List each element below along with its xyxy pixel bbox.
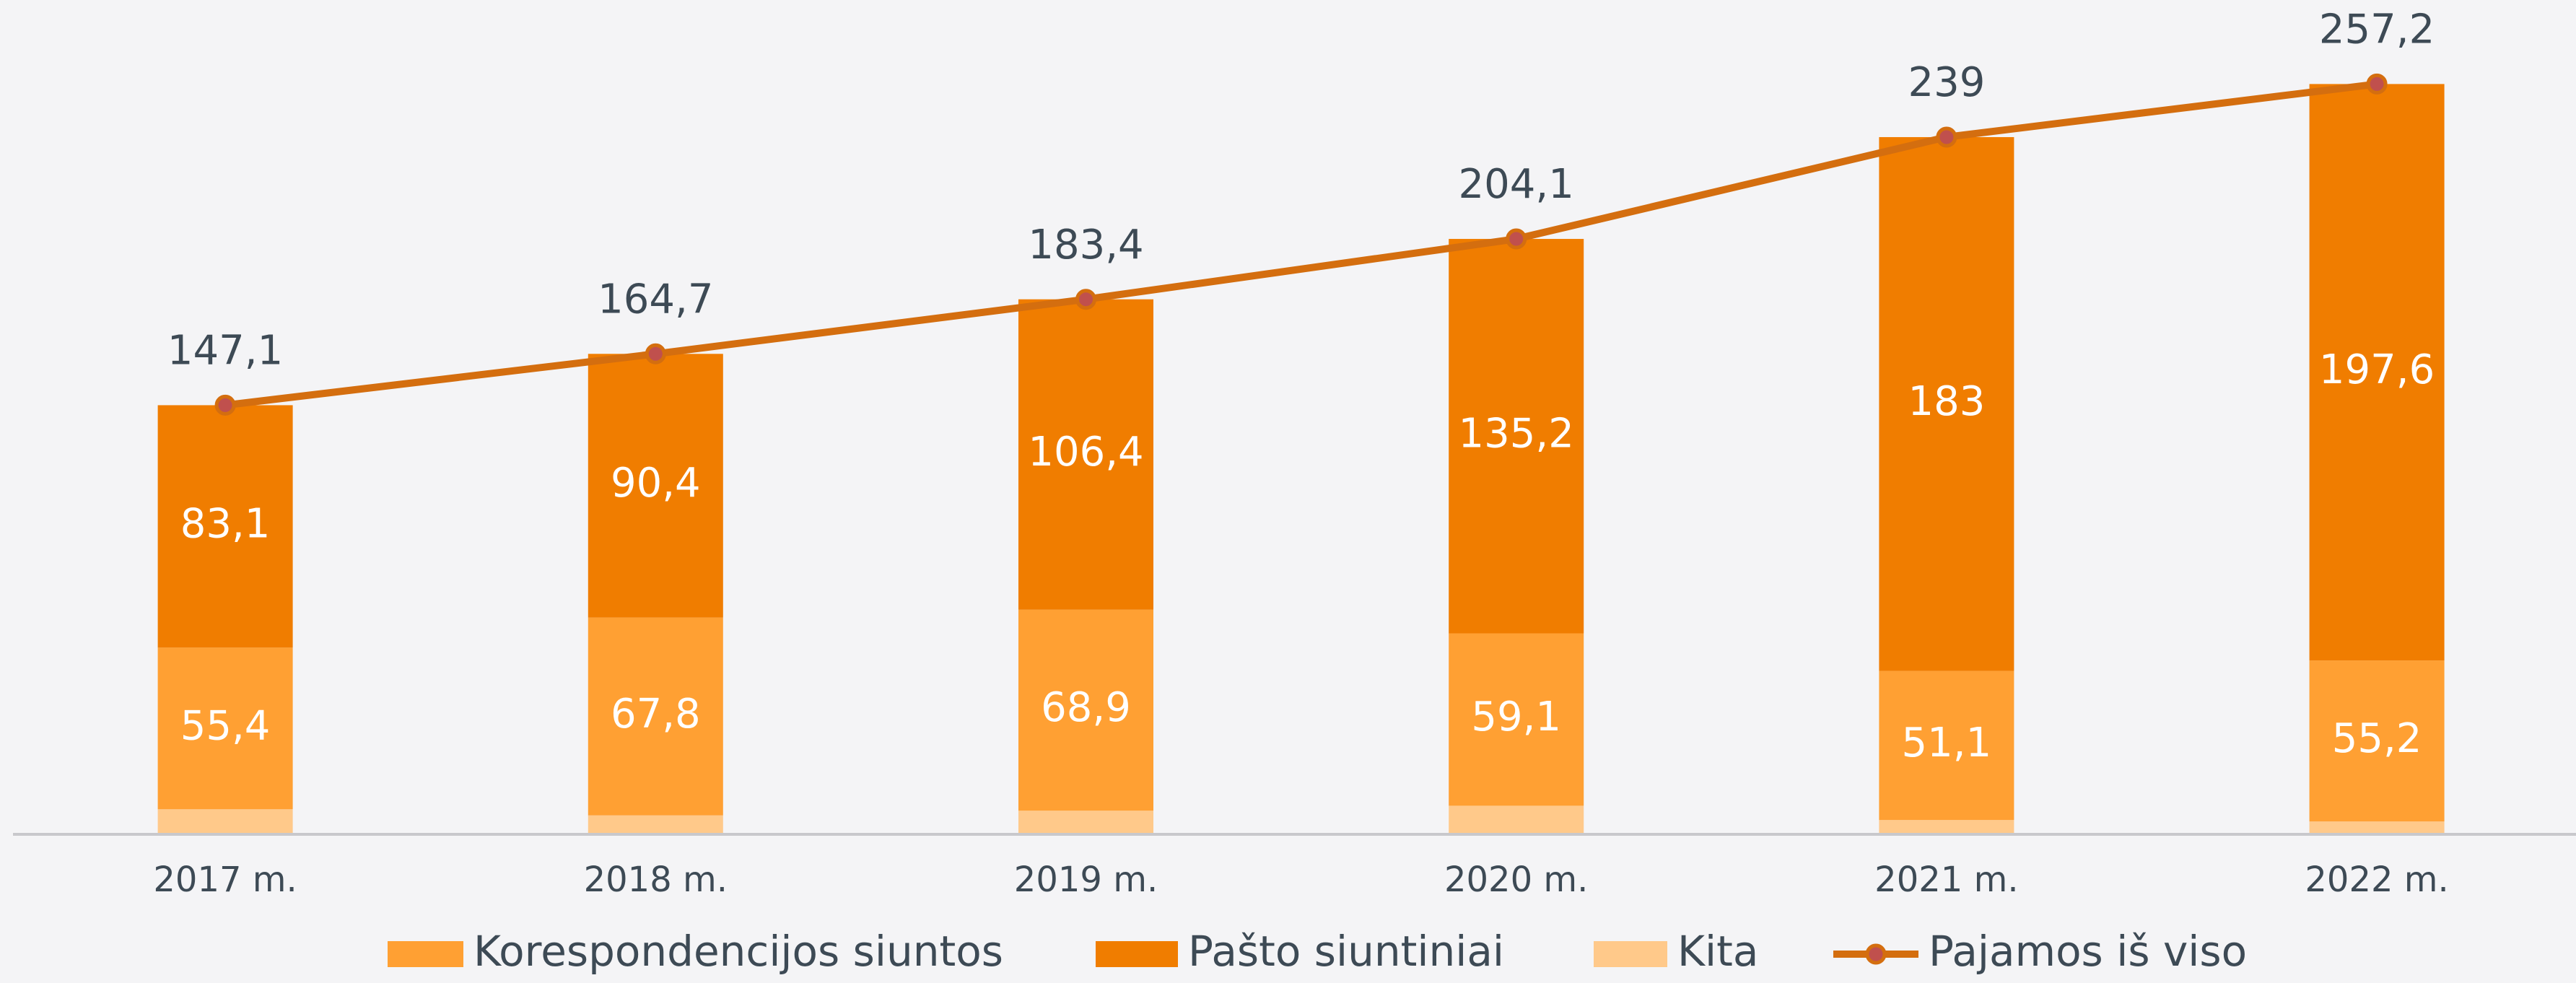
total-line — [224, 80, 2378, 409]
bar-segment — [1018, 609, 1153, 811]
bar-segment — [588, 354, 723, 618]
data-label: 239 — [1908, 59, 1985, 106]
legend-label: Pajamos iš viso — [1929, 927, 2247, 976]
data-label: 197,6 — [2319, 346, 2435, 393]
data-label: 59,1 — [1471, 694, 1561, 740]
bar-segment — [2309, 660, 2445, 822]
bar-segment — [1879, 670, 2014, 821]
x-tick-label: 2018 m. — [584, 860, 728, 900]
data-label: 164,7 — [598, 276, 713, 323]
bar-segment — [157, 809, 293, 834]
bar-segment — [2309, 821, 2445, 834]
data-label: 55,4 — [180, 702, 271, 749]
bar-segment — [1449, 633, 1584, 806]
data-label: 183 — [1908, 378, 1985, 425]
data-label: 183,4 — [1028, 222, 1143, 268]
line-point — [645, 343, 666, 364]
x-tick-label: 2021 m. — [1874, 860, 2018, 900]
data-label: 257,2 — [2319, 6, 2435, 53]
line-point — [2366, 73, 2388, 95]
legend-swatch — [1594, 941, 1667, 967]
data-label: 204,1 — [1459, 161, 1574, 208]
bar-segment — [157, 405, 293, 648]
x-tick-label: 2020 m. — [1444, 860, 1588, 900]
bar-segment — [2309, 84, 2445, 661]
legend-swatch — [388, 941, 463, 967]
data-label: 68,9 — [1041, 684, 1131, 731]
bar-segment — [588, 815, 723, 834]
bar-segment — [1018, 811, 1153, 834]
bar-segment — [588, 617, 723, 816]
bar-segment — [1879, 136, 2014, 671]
data-label: 83,1 — [180, 501, 271, 548]
bar-segment — [1449, 805, 1584, 834]
bar-segment — [1449, 239, 1584, 634]
data-label: 106,4 — [1028, 429, 1143, 476]
legend-label: Korespondencijos siuntos — [473, 927, 1003, 976]
bar-segment — [1879, 820, 2014, 834]
data-label: 55,2 — [2332, 715, 2422, 762]
legend-label: Kita — [1677, 927, 1758, 976]
legend-label: Pašto siuntiniai — [1188, 927, 1504, 976]
legend-swatch — [1865, 943, 1887, 965]
data-label: 90,4 — [611, 460, 701, 507]
line-point — [214, 394, 236, 416]
x-tick-label: 2017 m. — [153, 860, 297, 900]
x-tick-label: 2022 m. — [2305, 860, 2448, 900]
x-tick-label: 2019 m. — [1014, 860, 1158, 900]
bar-segment — [157, 647, 293, 810]
line-point — [1075, 289, 1096, 310]
data-label: 135,2 — [1459, 410, 1574, 457]
legend-swatch — [1096, 941, 1178, 967]
data-label: 67,8 — [611, 691, 701, 738]
bar-segment — [1018, 299, 1153, 610]
line-point — [1936, 126, 1957, 148]
data-label: 51,1 — [1902, 720, 1992, 766]
line-point — [1506, 228, 1527, 250]
data-label: 147,1 — [167, 328, 283, 375]
